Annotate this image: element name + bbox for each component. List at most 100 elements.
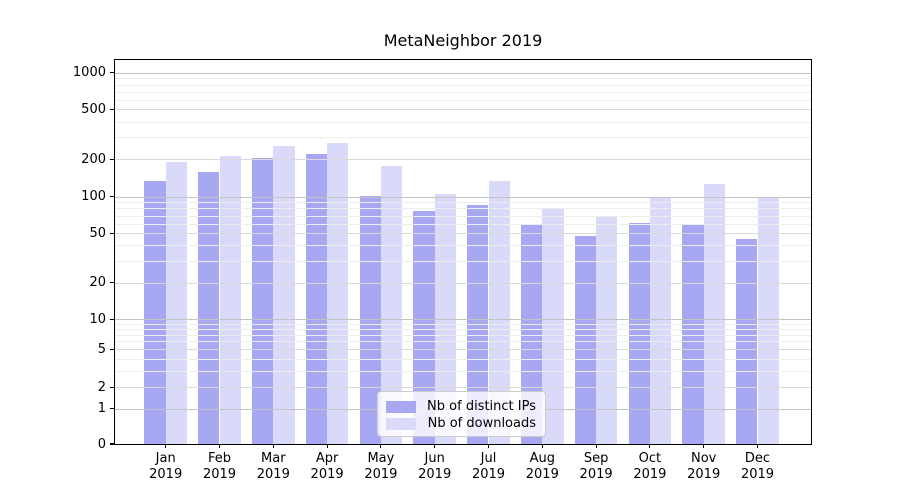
bar-distinct-ips-sep [574, 235, 597, 444]
x-tick-label: Mar 2019 [256, 451, 290, 482]
bar-distinct-ips-nov [682, 223, 704, 444]
x-tick-mark [649, 444, 651, 448]
bar-distinct-ips-apr [305, 154, 328, 444]
x-tick-mark [703, 444, 705, 448]
grid-line [115, 233, 811, 235]
x-tick-label: Feb 2019 [202, 451, 237, 482]
x-tick-mark [595, 444, 597, 448]
bar-downloads-dec [757, 198, 779, 444]
bar-distinct-ips-oct [628, 222, 650, 444]
legend-label-downloads: Nb of downloads [427, 416, 536, 431]
bar-downloads-aug [542, 207, 564, 444]
x-tick-label: Aug 2019 [525, 451, 559, 482]
y-tick-label: 1 [97, 401, 106, 417]
y-tick-label: 100 [81, 189, 106, 205]
x-tick-mark [380, 444, 382, 448]
y-tick-mark [110, 386, 115, 388]
bar-distinct-ips-jan [144, 181, 166, 444]
grid-line-minor [115, 91, 811, 93]
grid-line-minor [115, 202, 811, 204]
x-tick-mark [434, 444, 436, 448]
x-tick-label: Oct 2019 [633, 451, 667, 482]
x-tick-label: May 2019 [364, 451, 398, 482]
y-tick-mark [110, 443, 115, 445]
bar-downloads-sep [596, 216, 618, 444]
y-tick-mark [110, 108, 115, 110]
grid-line-minor [115, 329, 811, 330]
bar-distinct-ips-feb [198, 171, 220, 444]
y-tick-mark [110, 72, 115, 74]
x-tick-label: Jun 2019 [418, 451, 452, 482]
grid-line-minor [115, 78, 811, 80]
y-tick-label: 10 [89, 311, 106, 327]
grid-line-minor [115, 245, 811, 247]
grid-line-minor [115, 370, 811, 372]
x-tick-label: Apr 2019 [310, 451, 344, 482]
chart-title: MetaNeighbor 2019 [383, 31, 543, 50]
x-tick-label: Jul 2019 [471, 451, 506, 482]
grid-line [115, 109, 811, 111]
legend: Nb of distinct IPs Nb of downloads [377, 391, 546, 437]
x-tick-label: Sep 2019 [579, 451, 613, 482]
y-tick-mark [110, 348, 115, 350]
legend-swatch-distinct-ips [386, 400, 416, 413]
x-tick-label: Dec 2019 [740, 451, 775, 482]
bar-downloads-may [380, 166, 403, 444]
x-tick-mark [218, 444, 221, 448]
grid-line-minor [115, 334, 811, 336]
y-tick-mark [110, 158, 115, 160]
y-tick-mark [110, 282, 115, 284]
bar-downloads-apr [327, 143, 349, 444]
grid-line-major [115, 319, 811, 321]
plot-area [114, 59, 812, 445]
y-tick-label: 200 [81, 151, 106, 167]
grid-line-minor [115, 260, 811, 262]
bar-downloads-jan [165, 161, 188, 444]
y-tick-mark [110, 232, 115, 234]
x-tick-mark [487, 444, 490, 448]
legend-label-distinct-ips: Nb of distinct IPs [427, 399, 536, 414]
bar-downloads-feb [219, 156, 241, 444]
x-tick-mark [541, 444, 543, 448]
grid-line-minor [115, 358, 811, 360]
grid-line-minor [115, 99, 811, 101]
legend-item-downloads: Nb of downloads [386, 415, 536, 432]
bar-downloads-jul [488, 180, 510, 444]
grid-line [115, 349, 811, 351]
x-tick-mark [165, 444, 167, 448]
grid-line-minor [115, 84, 811, 86]
x-tick-mark [756, 444, 759, 448]
y-tick-label: 2 [97, 379, 106, 395]
legend-swatch-downloads [386, 417, 416, 430]
grid-line [115, 387, 811, 389]
x-tick-mark [272, 444, 274, 448]
y-tick-mark [110, 408, 115, 410]
grid-line-minor [115, 121, 811, 123]
grid-line [115, 282, 811, 284]
y-tick-mark [110, 318, 115, 320]
y-tick-label: 20 [89, 275, 106, 291]
x-tick-label: Nov 2019 [687, 451, 721, 482]
bar-distinct-ips-jun [413, 211, 435, 444]
bar-downloads-mar [273, 145, 295, 444]
grid-line-minor [115, 208, 811, 210]
x-tick-mark [326, 444, 328, 448]
y-tick-label: 1000 [72, 65, 106, 81]
y-tick-mark [110, 196, 115, 198]
grid-line-minor [115, 341, 811, 343]
y-tick-label: 0 [97, 436, 106, 452]
bar-downloads-jun [434, 193, 457, 444]
legend-item-distinct-ips: Nb of distinct IPs [386, 398, 536, 415]
grid-line-minor [115, 223, 811, 225]
grid-line-major [115, 72, 811, 74]
grid-line [115, 159, 811, 161]
y-tick-label: 500 [81, 101, 106, 117]
grid-line-minor [115, 137, 811, 139]
x-tick-label: Jan 2019 [149, 451, 183, 482]
bar-downloads-nov [703, 184, 726, 444]
y-tick-label: 50 [89, 225, 106, 241]
grid-line-minor [115, 215, 811, 217]
y-tick-label: 5 [97, 341, 106, 357]
bar-distinct-ips-mar [251, 158, 274, 444]
